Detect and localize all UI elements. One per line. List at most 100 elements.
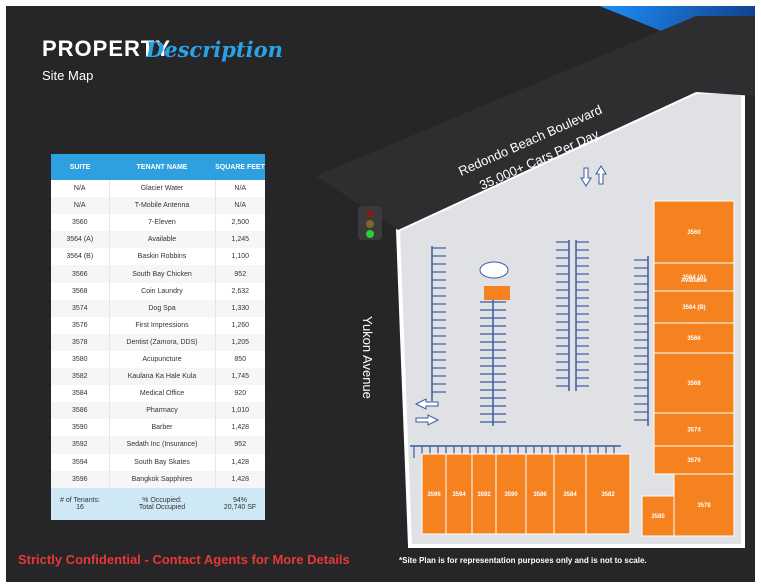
tenant-cell: South Bay Skates	[108, 453, 215, 471]
unit-3592	[471, 453, 497, 535]
suite-cell: 3564 (A)	[51, 231, 109, 249]
table-row: 3584 Medical Office 920	[51, 385, 265, 403]
unit-label: 3582	[601, 492, 615, 498]
unit-label: 3590	[504, 492, 518, 498]
occupied-values: 94% 20,740 SF	[215, 487, 265, 520]
building-units: 3560 3564 (A)Available 3564 (B) 3566 3568 357…	[421, 200, 735, 537]
table-row: 3594 South Bay Skates 1,428	[51, 453, 265, 471]
tenant-cell: Barber	[108, 419, 215, 437]
tenant-cell: 7-Eleven	[108, 214, 215, 232]
tenant-cell: Baskin Robbins	[108, 248, 215, 266]
sqft-cell: 1,330	[214, 299, 265, 317]
table-row: 3576 First Impressions 1,260	[51, 316, 265, 334]
suite-cell: 3592	[51, 436, 109, 454]
sqft-cell: N/A	[214, 180, 265, 198]
road-label-yukon: Yukon Avenue	[360, 316, 375, 399]
tenant-cell: Acupuncture	[108, 350, 215, 369]
occupied-label: % Occupied: Total Occupied	[109, 487, 215, 520]
boulevard-road	[316, 16, 755, 230]
pad-building	[484, 286, 510, 300]
confidential-notice: Strictly Confidential - Contact Agents f…	[18, 552, 350, 567]
table-row: 3586 Pharmacy 1,010	[51, 402, 265, 420]
tenant-cell: Bangkok Sapphires	[108, 470, 215, 488]
tenant-cell: Available	[108, 231, 215, 249]
table-row: 3568 Coin Laundry 2,632	[51, 282, 265, 300]
table-row: N/A T-Mobile Antenna N/A	[51, 197, 265, 215]
tenant-cell: Glacier Water	[108, 180, 215, 198]
unit-label: 3578	[697, 503, 711, 509]
unit-3560	[653, 200, 735, 264]
unit-label: 3576	[687, 458, 701, 464]
tenant-cell: South Bay Chicken	[108, 265, 215, 283]
unit-3586	[525, 453, 555, 535]
site-map: 3560 3564 (A)Available 3564 (B) 3566 3568 357…	[316, 16, 755, 548]
unit-label: 3592	[477, 492, 491, 498]
unit-3578	[673, 473, 735, 537]
unit-label: 3560	[687, 230, 701, 236]
table-summary-row: # of Tenants: 16 % Occupied: Total Occupie…	[51, 487, 265, 520]
unit-available-label: Available	[681, 278, 708, 284]
suite-cell: 3584	[71, 390, 88, 398]
suite-cell: 3580	[71, 355, 88, 363]
slide-panel: PROPERTY Description Site Map SUITE TENA…	[6, 6, 755, 582]
table-row: 3592 Sedath Inc (Insurance) 952	[51, 436, 265, 454]
sqft-cell: 2,632	[214, 282, 265, 300]
table-row: 3578 Dentist (Zamora, DDS) 1,205	[51, 333, 265, 351]
unit-label: 3584	[563, 492, 577, 498]
sqft-cell: 1,245	[214, 231, 265, 249]
traffic-arrows	[414, 165, 607, 426]
suite-cell: 3576	[71, 321, 88, 329]
title-property: PROPERTY	[42, 36, 172, 61]
table-row: 3596 Bangkok Sapphires 1,428	[51, 470, 265, 488]
sqft-cell: 1,100	[214, 248, 265, 266]
unit-label: 3580	[651, 514, 665, 520]
suite-cell: 3582	[51, 368, 109, 386]
traffic-light-icon	[358, 206, 382, 240]
table-body: N/A Glacier Water N/A N/A T-Mobile Antenna N/…	[51, 180, 265, 488]
table-row: N/A Glacier Water N/A	[51, 180, 265, 198]
sqft-cell: 1,745	[214, 368, 265, 386]
tenant-cell: T-Mobile Antenna	[108, 197, 215, 215]
unit-3574	[653, 412, 735, 447]
tenant-cell: Dentist (Zamora, DDS)	[108, 333, 215, 351]
sqft-cell: 1,010	[214, 402, 265, 420]
suite-cell: 3574	[51, 299, 109, 317]
unit-label: 3566	[687, 336, 701, 342]
table-row: 3564 (A) Available 1,245	[51, 231, 265, 249]
unit-label: 3564 (A)	[682, 275, 705, 281]
col-sqft: SQUARE FEET	[215, 154, 265, 180]
tenant-count: # of Tenants: 16	[51, 487, 109, 520]
suite-cell: 3560	[71, 219, 88, 227]
table-row: 3564 (B) Baskin Robbins 1,100	[51, 248, 265, 266]
suite-cell: N/A	[51, 197, 109, 215]
unit-label: 3568	[687, 381, 701, 387]
unit-3582	[585, 453, 631, 535]
table-row: 3580 Acupuncture 850	[51, 350, 265, 369]
tenant-cell: Dog Spa	[108, 299, 215, 317]
suite-cell: 3596	[51, 470, 109, 488]
table-row: 3590 Barber 1,428	[51, 419, 265, 437]
suite-cell: 3578	[51, 333, 109, 351]
unit-3568	[653, 352, 735, 414]
sqft-cell: 1,428	[214, 470, 265, 488]
unit-label: 3564 (B)	[682, 305, 705, 311]
suite-cell: 3566	[51, 265, 109, 283]
sqft-cell: 1,428	[214, 453, 265, 471]
tenant-cell: Coin Laundry	[108, 282, 215, 300]
col-suite: SUITE	[51, 154, 109, 180]
sqft-cell: 850	[214, 350, 265, 369]
title-description: Description	[146, 37, 283, 62]
sqft-cell: 920	[214, 385, 265, 403]
tenant-cell: Medical Office	[108, 385, 215, 403]
sqft-cell: 2,500	[214, 214, 265, 232]
sqft-cell: 1,428	[214, 419, 265, 437]
table-header-row: SUITE TENANT NAME SQUARE FEET	[51, 154, 265, 180]
tenant-table: SUITE TENANT NAME SQUARE FEET N/A Glacier…	[51, 154, 265, 520]
tenant-cell: Sedath Inc (Insurance)	[108, 436, 215, 454]
sqft-cell: 952	[214, 265, 265, 283]
unit-label: 3596	[427, 492, 441, 498]
unit-label: 3594	[452, 492, 466, 498]
table-row: 3566 South Bay Chicken 952	[51, 265, 265, 283]
suite-cell: 3586	[51, 402, 109, 420]
